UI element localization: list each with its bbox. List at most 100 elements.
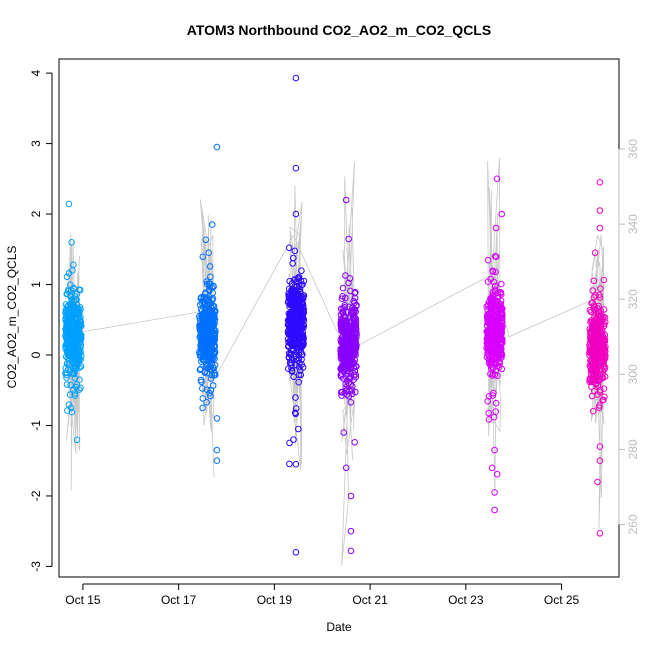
data-point xyxy=(73,296,80,304)
x-tick-label: Oct 23 xyxy=(448,593,484,607)
data-point xyxy=(596,294,604,301)
data-point xyxy=(73,381,81,388)
outlier-point xyxy=(491,506,498,514)
data-point xyxy=(485,301,492,309)
data-point xyxy=(211,337,218,344)
data-point xyxy=(288,288,295,295)
data-point xyxy=(485,359,493,367)
data-point xyxy=(492,286,499,294)
y-axis: -3 -2 -1 0 1 2 3 4 xyxy=(29,69,53,572)
data-point xyxy=(63,374,70,381)
data-point xyxy=(199,311,206,319)
outlier-point xyxy=(596,207,604,214)
data-point xyxy=(599,314,606,321)
data-point xyxy=(596,402,603,409)
data-point xyxy=(205,364,213,371)
data-point xyxy=(295,273,303,281)
outlier-point xyxy=(295,425,302,433)
data-point xyxy=(286,439,293,447)
data-point xyxy=(292,394,299,401)
data-point xyxy=(71,309,78,317)
data-point xyxy=(497,307,505,314)
data-point xyxy=(70,347,77,355)
data-point xyxy=(595,302,602,310)
data-point xyxy=(77,313,84,321)
data-point xyxy=(339,341,347,349)
y-tick-label: 0 xyxy=(29,351,43,358)
data-point xyxy=(198,344,206,352)
y-tick-label: 4 xyxy=(29,69,43,76)
data-point xyxy=(351,321,358,328)
data-point xyxy=(206,263,214,270)
data-point xyxy=(588,366,596,374)
data-point xyxy=(590,277,598,285)
x-axis: Oct 15 Oct 17 Oct 19 Oct 21 Oct 23 Oct 25 xyxy=(65,583,580,607)
data-point xyxy=(587,358,595,365)
outlier-point xyxy=(596,443,604,450)
outlier-point xyxy=(213,415,221,422)
data-point xyxy=(289,347,297,355)
data-point xyxy=(73,436,81,444)
data-point xyxy=(73,327,80,335)
data-point xyxy=(487,316,495,324)
data-point xyxy=(338,392,345,399)
data-point xyxy=(351,306,359,314)
data-point xyxy=(339,388,346,396)
data-point xyxy=(339,284,347,292)
chart-title: ATOM3 Northbound CO2_AO2_m_CO2_QCLS xyxy=(187,22,491,38)
data-point xyxy=(590,407,597,415)
data-point xyxy=(601,393,608,401)
x-tick-label: Oct 21 xyxy=(352,593,388,607)
data-point xyxy=(297,371,305,379)
data-point xyxy=(69,369,77,377)
data-point xyxy=(76,364,83,371)
data-point xyxy=(347,399,355,406)
outlier-point xyxy=(213,446,221,454)
data-point xyxy=(352,288,359,296)
data-point xyxy=(592,380,600,388)
data-point xyxy=(292,275,299,283)
data-point xyxy=(286,340,294,347)
data-point xyxy=(67,300,75,308)
data-point xyxy=(590,334,597,341)
data-point xyxy=(211,361,219,369)
data-point xyxy=(68,296,75,303)
outlier-point xyxy=(491,446,498,454)
data-point xyxy=(489,372,496,379)
data-point xyxy=(351,299,358,307)
data-point xyxy=(339,309,346,317)
data-point xyxy=(341,302,349,309)
data-point xyxy=(597,308,605,315)
data-point xyxy=(74,348,81,355)
data-point xyxy=(63,290,71,297)
outlier-point xyxy=(498,210,506,218)
outlier-point xyxy=(493,175,501,183)
y-tick-label: 1 xyxy=(29,281,43,288)
data-point xyxy=(490,413,498,421)
data-point xyxy=(490,389,497,397)
data-point xyxy=(484,397,492,405)
data-point xyxy=(201,295,209,303)
data-point xyxy=(75,310,82,317)
data-point xyxy=(207,392,214,400)
data-point xyxy=(68,321,76,329)
y2-axis: 260 280 300 320 340 360 xyxy=(618,139,640,534)
data-point xyxy=(299,304,306,311)
data-point xyxy=(340,363,348,370)
data-point xyxy=(211,369,218,377)
data-point xyxy=(63,381,71,388)
data-point xyxy=(485,344,493,352)
outlier-point xyxy=(596,530,604,537)
data-point xyxy=(485,409,493,417)
data-point xyxy=(206,389,213,397)
data-point xyxy=(492,325,499,333)
data-point xyxy=(65,401,73,408)
data-point xyxy=(600,385,608,393)
data-point xyxy=(209,329,217,336)
data-point xyxy=(207,375,215,382)
x-tick-label: Oct 17 xyxy=(161,593,197,607)
data-point xyxy=(65,200,73,208)
data-point xyxy=(291,409,299,417)
outlier-point xyxy=(67,404,75,412)
data-point xyxy=(598,373,606,381)
